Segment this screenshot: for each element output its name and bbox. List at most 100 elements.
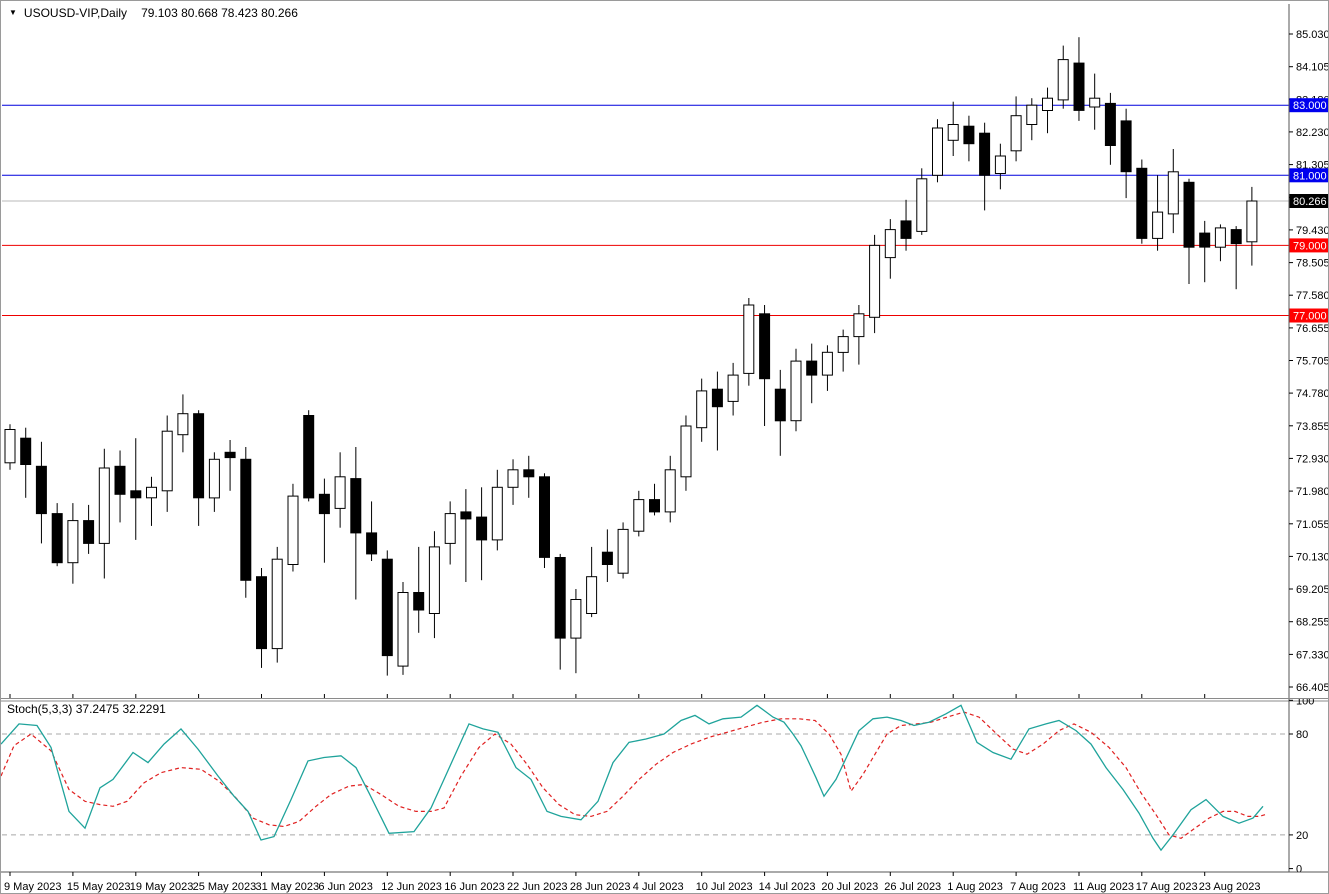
time-tick-label[interactable]: 31 May 2023	[256, 881, 320, 893]
candle-body-bear	[303, 415, 315, 499]
price-tick-label[interactable]: 85.030	[1296, 29, 1329, 41]
time-tick-label[interactable]: 1 Aug 2023	[947, 881, 1003, 893]
candle-body-bear	[1199, 232, 1211, 248]
symbol-period-label: USOUSD-VIP,Daily	[23, 6, 128, 20]
candle-body-bull	[821, 351, 833, 376]
time-tick-label[interactable]: 26 Jul 2023	[884, 881, 941, 893]
candle-body-bull	[161, 430, 173, 492]
candle-body-bull	[884, 229, 896, 259]
candle-body-bull	[1167, 171, 1179, 215]
candle-body-bear	[35, 465, 47, 515]
stochastic-panel[interactable]: 100 80 20 0 9 May 2023 15 May 2023 19 May 2023…	[1, 699, 1329, 894]
time-tick-label[interactable]: 12 Jun 2023	[381, 881, 442, 893]
time-tick-label[interactable]: 6 Jun 2023	[318, 881, 372, 893]
stoch-tick-label[interactable]: 0	[1296, 864, 1302, 876]
candle-body-bear	[554, 557, 566, 639]
candle-body-bull	[743, 304, 755, 374]
stoch-tick-label[interactable]: 100	[1296, 699, 1314, 707]
candle-body-bull	[1042, 97, 1053, 111]
candle-body-bear	[539, 476, 550, 558]
price-tick-label[interactable]: 66.405	[1296, 682, 1329, 694]
price-badge-label: 77.000	[1293, 311, 1327, 323]
time-tick-label[interactable]: 7 Aug 2023	[1010, 881, 1066, 893]
time-tick-label[interactable]: 25 May 2023	[193, 881, 257, 893]
candle-body-bear	[806, 360, 818, 376]
stoch-tick-label[interactable]: 80	[1296, 729, 1308, 741]
candle-body-bear	[460, 511, 472, 520]
time-tick-label[interactable]: 20 Jul 2023	[821, 881, 878, 893]
candle-body-bull	[287, 495, 299, 566]
stoch-tick-label[interactable]: 20	[1296, 830, 1308, 842]
candle-body-bull	[586, 576, 598, 615]
panel-splitter[interactable]	[1, 698, 1328, 699]
candle-body-bear	[318, 493, 330, 515]
candle-body-bear	[193, 413, 205, 499]
candle-body-bear	[774, 388, 786, 422]
candle-body-bull	[869, 244, 881, 318]
time-tick-label[interactable]: 17 Aug 2023	[1136, 881, 1198, 893]
indicator-label: Stoch(5,3,3) 37.2475 32.2291	[7, 702, 166, 716]
time-tick-label[interactable]: 14 Jul 2023	[759, 881, 816, 893]
time-tick-label[interactable]: 22 Jun 2023	[507, 881, 568, 893]
candle-body-bull	[696, 390, 708, 429]
candle-body-bear	[413, 592, 425, 611]
candle-body-bear	[350, 478, 362, 534]
price-tick-label[interactable]: 74.780	[1296, 388, 1329, 400]
candle-body-bull	[570, 599, 582, 639]
price-tick-label[interactable]: 69.205	[1296, 584, 1329, 596]
candle-body-bull	[680, 425, 692, 478]
candle-body-bear	[963, 125, 975, 145]
candle-body-bear	[1073, 62, 1085, 111]
indicator-main-value: 37.2475	[75, 702, 120, 716]
price-tick-label[interactable]: 77.580	[1296, 290, 1329, 302]
candle-body-bear	[83, 520, 95, 544]
candle-body-bear	[130, 490, 142, 499]
time-tick-label[interactable]: 4 Jul 2023	[633, 881, 684, 893]
price-tick-label[interactable]: 76.655	[1296, 323, 1329, 335]
time-tick-label[interactable]: 15 May 2023	[67, 881, 131, 893]
price-tick-label[interactable]: 73.855	[1296, 421, 1329, 433]
candle-body-bear	[20, 437, 32, 466]
price-tick-label[interactable]: 67.330	[1296, 649, 1329, 661]
time-tick-label[interactable]: 23 Aug 2023	[1199, 881, 1261, 893]
collapse-triangle-icon[interactable]: ▼	[9, 8, 17, 17]
price-tick-label[interactable]: 78.505	[1296, 258, 1329, 270]
chart-title: ▼ USOUSD-VIP,Daily 79.103 80.668 78.423 80…	[9, 6, 298, 20]
candle-body-bear	[1136, 167, 1148, 239]
price-tick-label[interactable]: 79.430	[1296, 225, 1329, 237]
time-tick-label[interactable]: 9 May 2023	[4, 881, 61, 893]
candle-body-bear	[979, 132, 991, 176]
time-tick-label[interactable]: 16 Jun 2023	[444, 881, 505, 893]
candle-body-bull	[932, 127, 943, 176]
candle-body-bull	[177, 413, 189, 436]
main-chart-panel[interactable]: 85.03084.10583.18082.23081.30580.38079.4…	[1, 1, 1329, 699]
price-tick-label[interactable]: 70.130	[1296, 551, 1329, 563]
price-tick-label[interactable]: 72.930	[1296, 453, 1329, 465]
candle-body-bull	[837, 336, 849, 353]
time-tick-label[interactable]: 11 Aug 2023	[1073, 881, 1134, 893]
price-tick-label[interactable]: 71.980	[1296, 486, 1329, 498]
candle-body-bear	[476, 516, 488, 541]
price-tick-label[interactable]: 82.230	[1296, 127, 1329, 139]
price-tick-label[interactable]: 84.105	[1296, 62, 1329, 74]
candle-body-bull	[507, 469, 519, 488]
candle-body-bear	[1104, 102, 1116, 146]
time-tick-label[interactable]: 28 Jun 2023	[570, 881, 631, 893]
candle-body-bull	[790, 360, 802, 422]
candle-body-bull	[271, 558, 283, 650]
candle-body-bull	[1026, 104, 1038, 125]
candle-body-bull	[208, 458, 220, 499]
stoch-signal-line	[1, 711, 1266, 839]
price-tick-label[interactable]: 71.055	[1296, 519, 1329, 531]
candle-body-bull	[1010, 115, 1022, 152]
time-tick-label[interactable]: 10 Jul 2023	[696, 881, 753, 893]
candle-body-bull	[1246, 200, 1258, 243]
candle-body-bull	[4, 429, 16, 464]
candle-body-bear	[601, 551, 613, 566]
candle-body-bear	[381, 558, 393, 657]
candle-body-bear	[51, 513, 63, 564]
price-tick-label[interactable]: 75.705	[1296, 356, 1329, 368]
price-tick-label[interactable]: 68.255	[1296, 617, 1329, 629]
time-tick-label[interactable]: 19 May 2023	[130, 881, 194, 893]
candle-body-bear	[366, 532, 378, 555]
